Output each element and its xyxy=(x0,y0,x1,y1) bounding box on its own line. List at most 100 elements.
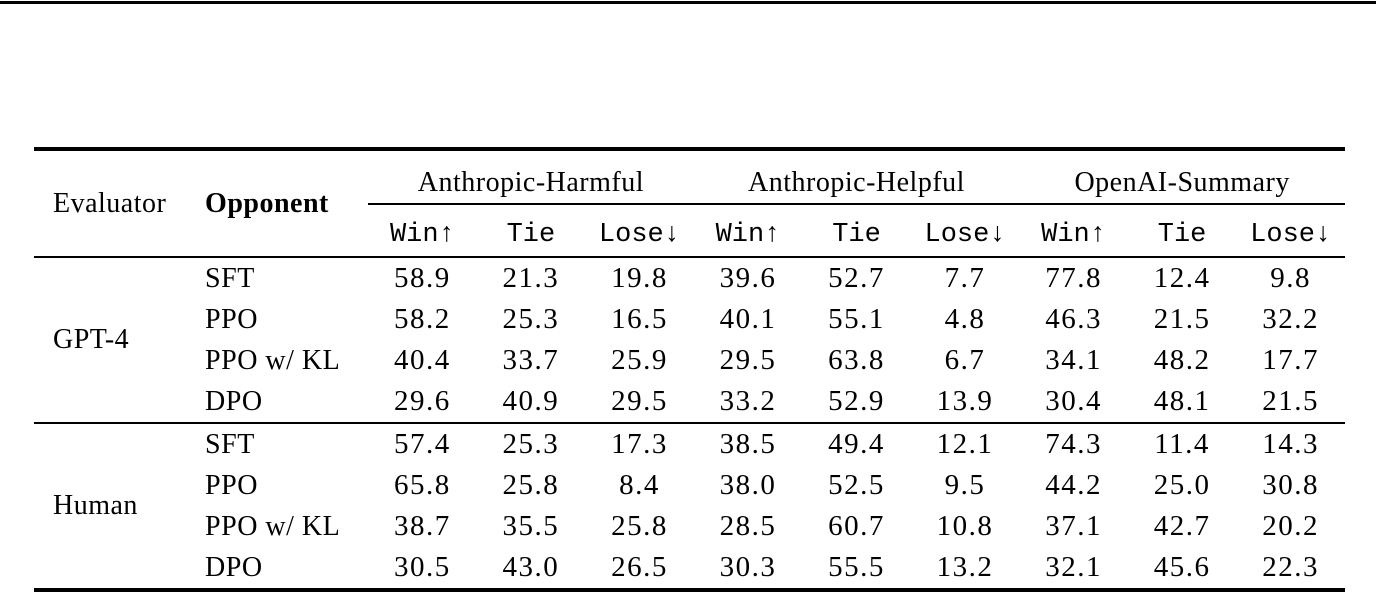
opponent-cell: DPO xyxy=(205,551,263,583)
value-cell: 43.0 xyxy=(502,551,560,583)
value-cell: 21.5 xyxy=(1262,385,1320,417)
tie-header: Tie xyxy=(476,204,586,258)
table-header: Evaluator Opponent Anthropic-Harmful Ant… xyxy=(34,149,1345,258)
value-cell: 20.2 xyxy=(1262,510,1320,542)
value-cell: 58.9 xyxy=(394,262,451,294)
value-cell: 33.7 xyxy=(502,344,560,376)
table-row: GPT-4 SFT 58.9 21.3 19.8 39.6 52.7 7.7 7… xyxy=(34,257,1345,355)
value-cell: 39.6 xyxy=(719,262,777,294)
group-header-openai-summary: OpenAI-Summary xyxy=(1019,149,1345,205)
value-cell: 13.9 xyxy=(936,385,994,417)
opponent-cell: PPO w/ KL xyxy=(205,344,341,376)
group-header-anthropic-helpful: Anthropic-Helpful xyxy=(693,149,1020,205)
opponent-cell: SFT xyxy=(190,422,369,465)
value-cell: 30.5 xyxy=(394,551,451,583)
results-table: Evaluator Opponent Anthropic-Harmful Ant… xyxy=(34,147,1345,592)
value-cell: 57.4 xyxy=(368,422,477,465)
value-cell: 35.5 xyxy=(502,510,560,542)
table-row: DPO 29.6 40.9 29.5 33.2 52.9 13.9 30.4 4… xyxy=(34,381,1345,423)
value-cell: 16.5 xyxy=(611,303,668,335)
value-cell: 46.3 xyxy=(1045,303,1102,335)
value-cell: 77.8 xyxy=(1045,262,1102,294)
value-cell: 30.4 xyxy=(1045,385,1102,417)
value-cell: 34.1 xyxy=(1045,344,1102,376)
value-cell: 25.0 xyxy=(1153,469,1211,501)
value-cell: 22.3 xyxy=(1262,551,1320,583)
value-cell: 45.6 xyxy=(1153,551,1211,583)
value-cell: 12.4 xyxy=(1153,262,1211,294)
value-cell: 63.8 xyxy=(828,344,885,376)
table-row: DPO 30.5 43.0 26.5 30.3 55.5 13.2 32.1 4… xyxy=(34,547,1345,590)
value-cell: 10.8 xyxy=(936,510,994,542)
tie-header: Tie xyxy=(802,204,911,258)
value-cell: 25.8 xyxy=(502,469,560,501)
value-cell: 38.7 xyxy=(394,510,451,542)
value-cell: 25.3 xyxy=(476,422,586,465)
lose-header: Lose↓ xyxy=(910,204,1020,258)
value-cell: 6.7 xyxy=(944,344,986,376)
value-cell: 17.3 xyxy=(585,422,694,465)
value-cell: 74.3 xyxy=(1019,422,1128,465)
evaluator-block-gpt4: GPT-4 SFT 58.9 21.3 19.8 39.6 52.7 7.7 7… xyxy=(34,257,1345,423)
value-cell: 52.9 xyxy=(828,385,885,417)
value-cell: 13.2 xyxy=(936,551,994,583)
value-cell: 65.8 xyxy=(394,469,451,501)
value-cell: 21.5 xyxy=(1153,303,1211,335)
value-cell: 44.2 xyxy=(1045,469,1102,501)
value-cell: 32.2 xyxy=(1262,303,1320,335)
value-cell: 52.7 xyxy=(828,262,885,294)
value-cell: 9.8 xyxy=(1270,262,1312,294)
win-header: Win↑ xyxy=(368,204,477,258)
lose-header: Lose↓ xyxy=(585,204,694,258)
table-row: PPO w/ KL 40.4 33.7 25.9 29.5 63.8 6.7 3… xyxy=(34,340,1345,381)
value-cell: 38.5 xyxy=(693,422,803,465)
value-cell: 7.7 xyxy=(944,262,986,294)
value-cell: 25.8 xyxy=(611,510,668,542)
group-header-row: Evaluator Opponent Anthropic-Harmful Ant… xyxy=(34,149,1345,258)
value-cell: 28.5 xyxy=(719,510,777,542)
opponent-cell: PPO xyxy=(205,303,258,335)
value-cell: 4.8 xyxy=(944,303,986,335)
value-cell: 30.8 xyxy=(1262,469,1320,501)
table-row: PPO 58.2 25.3 16.5 40.1 55.1 4.8 46.3 21… xyxy=(34,299,1345,340)
value-cell: 11.4 xyxy=(1127,422,1237,465)
value-cell: 9.5 xyxy=(944,469,986,501)
group-header-anthropic-harmful: Anthropic-Harmful xyxy=(368,149,694,205)
metric-header-row: Win↑ Tie Lose↓ Win↑ Tie Lose↓ Win↑ Tie L… xyxy=(34,204,1345,258)
value-cell: 21.3 xyxy=(502,262,560,294)
evaluator-cell: GPT-4 xyxy=(53,324,130,355)
win-header: Win↑ xyxy=(1019,204,1128,258)
value-cell: 32.1 xyxy=(1045,551,1102,583)
value-cell: 38.0 xyxy=(719,469,777,501)
opponent-column-header: Opponent xyxy=(190,149,369,258)
value-cell: 40.4 xyxy=(394,344,451,376)
value-cell: 49.4 xyxy=(802,422,911,465)
evaluator-cell: Human xyxy=(34,422,191,590)
value-cell: 26.5 xyxy=(611,551,668,583)
value-cell: 25.9 xyxy=(611,344,668,376)
opponent-cell: SFT xyxy=(205,262,255,294)
opponent-cell: PPO xyxy=(205,469,258,501)
value-cell: 14.3 xyxy=(1236,422,1345,465)
value-cell: 17.7 xyxy=(1262,344,1320,376)
value-cell: 40.9 xyxy=(502,385,560,417)
value-cell: 42.7 xyxy=(1153,510,1211,542)
value-cell: 12.1 xyxy=(910,422,1020,465)
value-cell: 55.5 xyxy=(828,551,885,583)
value-cell: 30.3 xyxy=(719,551,777,583)
tie-header: Tie xyxy=(1127,204,1237,258)
evaluator-column-header: Evaluator xyxy=(34,149,191,258)
lose-header: Lose↓ xyxy=(1236,204,1345,258)
value-cell: 33.2 xyxy=(719,385,777,417)
value-cell: 29.5 xyxy=(719,344,777,376)
value-cell: 19.8 xyxy=(611,262,668,294)
value-cell: 8.4 xyxy=(619,469,660,501)
value-cell: 52.5 xyxy=(828,469,885,501)
table-row: PPO w/ KL 38.7 35.5 25.8 28.5 60.7 10.8 … xyxy=(34,506,1345,547)
value-cell: 48.1 xyxy=(1153,385,1211,417)
value-cell: 55.1 xyxy=(828,303,885,335)
value-cell: 48.2 xyxy=(1153,344,1211,376)
value-cell: 60.7 xyxy=(828,510,885,542)
value-cell: 37.1 xyxy=(1045,510,1102,542)
